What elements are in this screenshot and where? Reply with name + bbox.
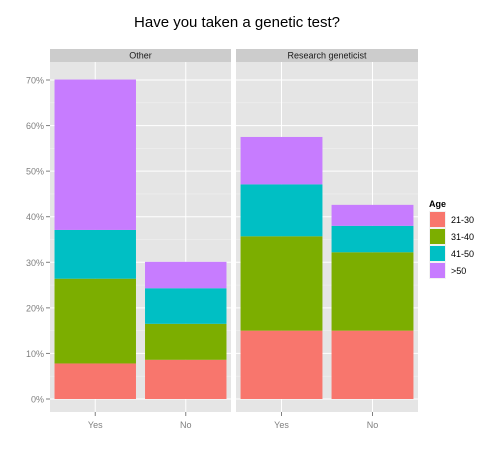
legend-title: Age (429, 199, 446, 209)
y-tick-label: 60% (26, 121, 44, 131)
x-tick-label: No (180, 420, 192, 430)
legend-label: 31-40 (451, 232, 474, 242)
bar-segment (145, 288, 227, 324)
legend-key (430, 246, 445, 261)
bar-segment (331, 225, 414, 253)
y-tick-label: 40% (26, 212, 44, 222)
x-tick-label: Yes (88, 420, 103, 430)
y-tick-label: 20% (26, 303, 44, 313)
bar-segment (145, 323, 227, 360)
bar-segment (240, 136, 323, 185)
bar-segment (54, 79, 136, 230)
facet-strip (50, 49, 231, 62)
legend-key (430, 212, 445, 227)
bar-segment (54, 363, 136, 399)
legend-label: 21-30 (451, 215, 474, 225)
legend-label: >50 (451, 266, 466, 276)
bar-segment (240, 330, 323, 399)
legend: Age 21-30 31-40 41-50 >50 (429, 199, 474, 279)
bar-segment (145, 261, 227, 289)
bar-segment (54, 278, 136, 364)
y-tick-label: 0% (31, 395, 44, 405)
facet-strip (236, 49, 418, 62)
bar-segment (331, 252, 414, 331)
legend-key (430, 263, 445, 278)
bar-segment (240, 236, 323, 331)
bar-segment (54, 229, 136, 279)
bar-segment (240, 184, 323, 237)
chart-title: Have you taken a genetic test? (134, 14, 340, 31)
x-tick-label: Yes (274, 420, 289, 430)
bar-segment (331, 330, 414, 399)
y-tick-label: 30% (26, 258, 44, 268)
y-tick-label: 50% (26, 167, 44, 177)
bar-segment (331, 204, 414, 226)
x-tick-label: No (367, 420, 379, 430)
bar-segment (145, 359, 227, 399)
legend-key (430, 229, 445, 244)
legend-label: 41-50 (451, 249, 474, 259)
facet-strip-label: Research geneticist (287, 51, 367, 61)
y-tick-label: 10% (26, 349, 44, 359)
facet-strip-label: Other (129, 51, 152, 61)
y-tick-label: 70% (26, 76, 44, 86)
